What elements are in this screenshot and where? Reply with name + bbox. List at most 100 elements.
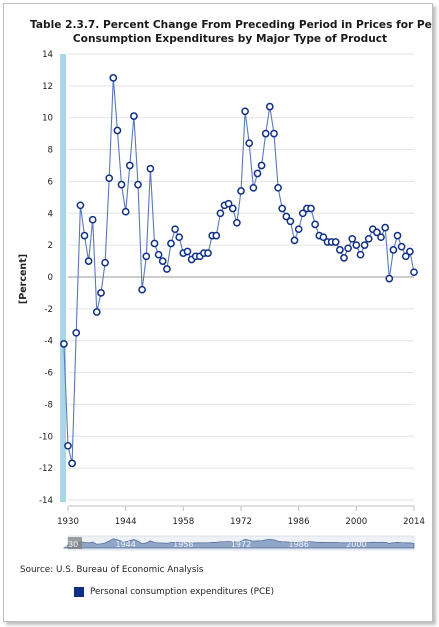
data-point[interactable]	[241, 107, 249, 116]
data-point[interactable]	[298, 209, 307, 218]
data-point[interactable]	[245, 139, 254, 148]
legend-label: Personal consumption expenditures (PCE)	[90, 587, 275, 597]
data-point[interactable]	[336, 246, 344, 254]
data-point[interactable]	[237, 187, 245, 195]
data-point[interactable]	[125, 161, 134, 170]
navigator-series-area	[62, 538, 415, 549]
legend[interactable]: Personal consumption expenditures (PCE)	[74, 587, 274, 597]
data-point[interactable]	[121, 207, 130, 216]
data-point[interactable]	[340, 254, 348, 262]
data-point[interactable]	[150, 239, 159, 248]
data-point[interactable]	[68, 459, 76, 468]
data-point[interactable]	[175, 233, 184, 242]
y-tick-label: -12	[39, 464, 53, 474]
navigator-handle[interactable]	[68, 537, 82, 549]
data-point[interactable]	[249, 183, 258, 192]
navigator-label: 1930	[58, 540, 78, 549]
data-point[interactable]	[60, 340, 68, 348]
data-point[interactable]	[97, 289, 105, 297]
data-point[interactable]	[307, 204, 315, 213]
data-point[interactable]	[113, 126, 122, 135]
data-point[interactable]	[344, 244, 352, 253]
y-tick-label: -6	[44, 369, 53, 379]
data-point[interactable]	[356, 250, 365, 259]
data-point[interactable]	[163, 265, 171, 273]
data-point[interactable]	[261, 129, 270, 138]
data-point[interactable]	[270, 129, 278, 138]
data-point[interactable]	[331, 238, 340, 246]
data-point[interactable]	[216, 209, 225, 218]
data-point[interactable]	[352, 241, 361, 249]
legend-swatch	[74, 587, 84, 597]
data-point[interactable]	[373, 228, 381, 237]
y-tick-label: 8	[48, 146, 53, 156]
data-point[interactable]	[286, 217, 295, 226]
data-point[interactable]	[92, 308, 101, 316]
source-note: Source: U.S. Bureau of Economic Analysis	[20, 565, 204, 575]
data-point[interactable]	[385, 274, 394, 283]
data-point[interactable]	[105, 174, 114, 183]
data-point[interactable]	[410, 268, 418, 277]
data-point[interactable]	[228, 204, 237, 213]
data-point[interactable]	[101, 258, 109, 267]
data-point[interactable]	[138, 285, 146, 294]
data-point[interactable]	[401, 252, 410, 261]
data-point[interactable]	[109, 74, 118, 82]
data-point[interactable]	[257, 161, 266, 170]
data-point[interactable]	[319, 233, 328, 242]
data-point[interactable]	[224, 199, 233, 208]
data-point[interactable]	[381, 223, 390, 232]
data-point[interactable]	[88, 215, 97, 224]
data-point[interactable]	[64, 441, 72, 450]
y-axis-ticks: 14 12 10 8 6 4 2 0 -2 -4 -6 -8 -10 -12 -14	[39, 50, 53, 506]
x-tick-label: 2000	[345, 517, 367, 527]
data-point[interactable]	[233, 218, 241, 227]
data-point[interactable]	[360, 241, 369, 249]
y-tick-label: -10	[39, 432, 53, 442]
data-point[interactable]	[167, 239, 175, 248]
series-line	[63, 77, 415, 464]
x-tick-label: 2014	[403, 517, 425, 527]
data-point[interactable]	[364, 234, 373, 243]
data-point[interactable]	[154, 250, 163, 259]
data-point[interactable]	[253, 169, 262, 178]
chart-title-line-2: Consumption Expenditures by Major Type o…	[73, 33, 387, 45]
data-point[interactable]	[397, 242, 406, 251]
x-tick-label: 1986	[288, 517, 310, 527]
chart-svg: Table 2.3.7. Percent Change From Precedi…	[18, 19, 432, 551]
data-point[interactable]	[142, 252, 151, 261]
data-point[interactable]	[130, 112, 138, 120]
data-point[interactable]	[406, 247, 414, 256]
data-point[interactable]	[158, 257, 167, 265]
y-tick-label: 12	[42, 82, 53, 92]
data-point[interactable]	[146, 164, 155, 173]
data-point[interactable]	[294, 225, 303, 234]
data-point[interactable]	[171, 225, 179, 234]
range-navigator[interactable]: 1930 1944 1958 1972 1986 2000	[58, 535, 415, 551]
data-point[interactable]	[311, 220, 319, 229]
y-axis-title: [Percent]	[18, 254, 29, 304]
data-point[interactable]	[393, 231, 402, 240]
data-point[interactable]	[290, 236, 299, 245]
y-tick-label: 0	[48, 273, 53, 283]
y-axis-band	[60, 54, 66, 502]
data-point[interactable]	[212, 231, 221, 240]
data-point[interactable]	[84, 257, 93, 265]
data-point[interactable]	[389, 246, 398, 254]
data-point[interactable]	[76, 201, 85, 210]
data-point[interactable]	[80, 231, 89, 240]
data-point[interactable]	[278, 204, 287, 213]
data-point[interactable]	[72, 328, 81, 337]
data-point[interactable]	[274, 183, 282, 192]
data-point[interactable]	[117, 180, 126, 189]
chart-title-line-1: Table 2.3.7. Percent Change From Precedi…	[30, 19, 432, 31]
data-point[interactable]	[265, 102, 274, 111]
data-point[interactable]	[134, 180, 142, 189]
data-point[interactable]	[282, 212, 291, 221]
data-point[interactable]	[183, 247, 192, 256]
data-point[interactable]	[348, 234, 357, 243]
navigator-label: 2000	[346, 540, 366, 549]
data-point[interactable]	[204, 249, 212, 257]
y-tick-label: -2	[44, 305, 53, 315]
data-point[interactable]	[377, 233, 385, 242]
